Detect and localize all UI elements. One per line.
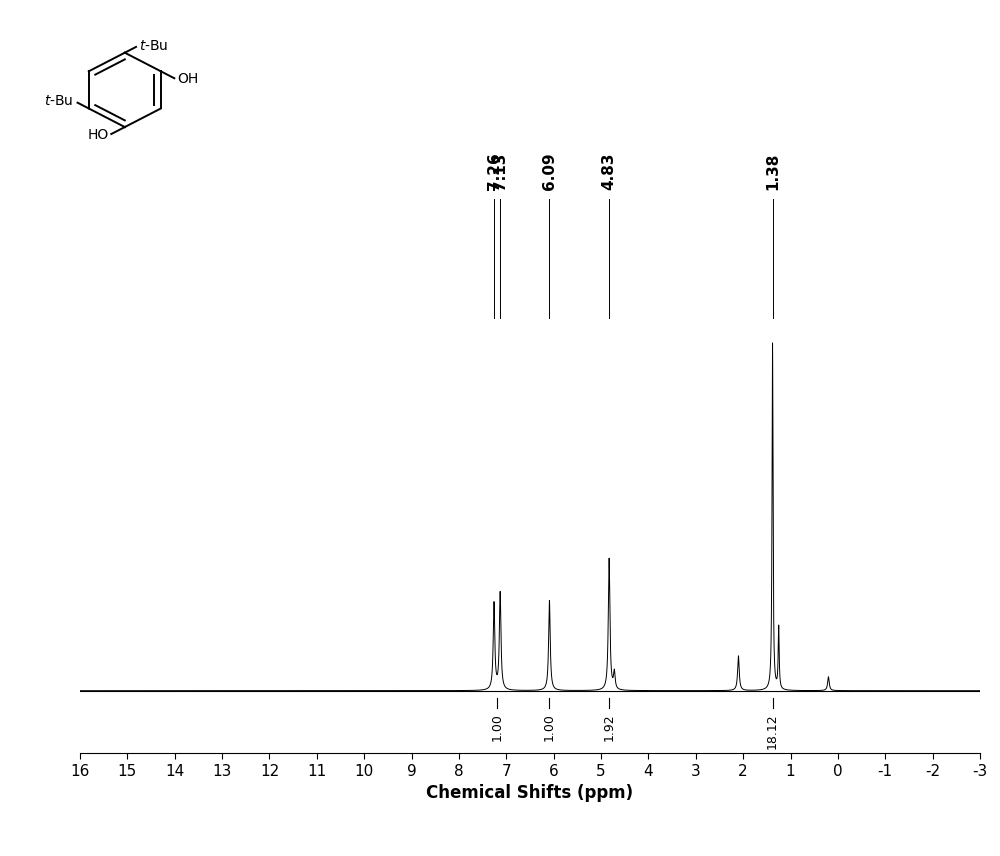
Text: 6.09: 6.09	[542, 152, 557, 190]
Text: 18.12: 18.12	[766, 713, 779, 749]
Text: $t$-Bu: $t$-Bu	[44, 94, 74, 109]
Text: 7.26: 7.26	[486, 152, 502, 190]
Text: 1.00: 1.00	[543, 713, 556, 741]
Text: 1.00: 1.00	[491, 713, 504, 741]
X-axis label: Chemical Shifts (ppm): Chemical Shifts (ppm)	[426, 784, 634, 802]
Text: HO: HO	[87, 128, 109, 142]
Text: 4.83: 4.83	[602, 152, 617, 190]
Text: 1.92: 1.92	[603, 713, 616, 741]
Text: OH: OH	[177, 73, 198, 86]
Text: 7.13: 7.13	[493, 152, 508, 190]
Text: $t$-Bu: $t$-Bu	[139, 39, 168, 53]
Text: 1.38: 1.38	[765, 152, 780, 190]
